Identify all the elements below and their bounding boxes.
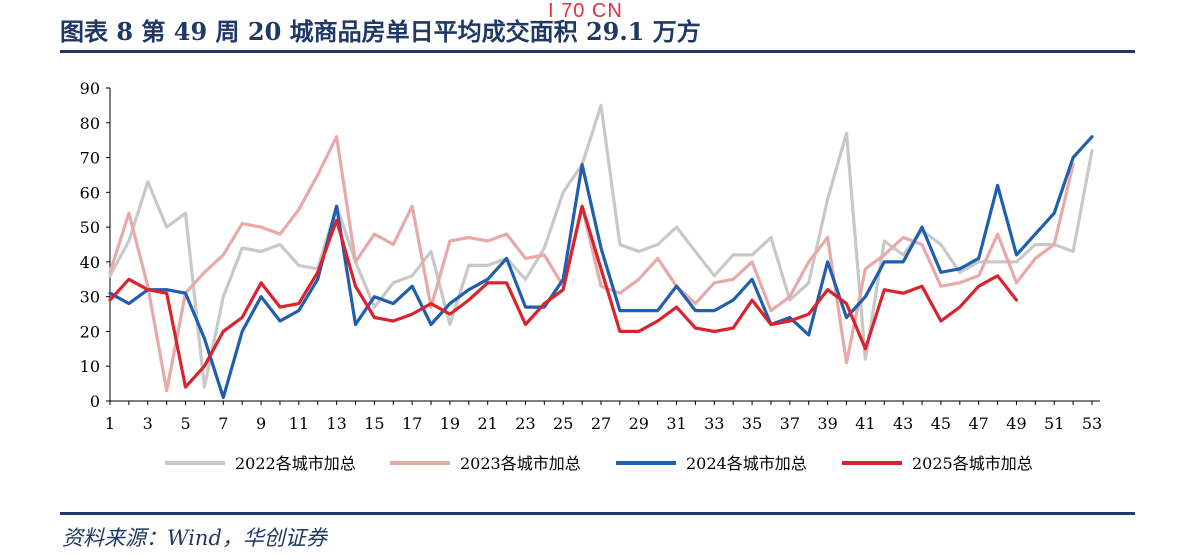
x-tick-label: 31: [666, 414, 686, 433]
y-tick-label: 80: [80, 114, 100, 133]
x-tick-label: 47: [969, 414, 989, 433]
x-tick-label: 9: [256, 414, 266, 433]
legend-label-3: 2024各城市加总: [686, 454, 807, 473]
x-tick-label: 43: [893, 414, 913, 433]
y-tick-label: 30: [80, 288, 100, 307]
chart-area: 0 10 20 30 40 50 60 70 80 90 1 3 5 7 9 11 13 15 17 19 21 23 25…: [60, 66, 1135, 506]
x-tick-label: 3: [143, 414, 153, 433]
legend-label-1: 2022各城市加总: [235, 454, 356, 473]
x-tick-label: 41: [855, 414, 875, 433]
x-tick-label: 17: [402, 414, 422, 433]
x-tick-label: 53: [1082, 414, 1102, 433]
y-tick-label: 90: [80, 79, 100, 98]
x-tick-label: 37: [780, 414, 800, 433]
x-tick-label: 39: [817, 414, 837, 433]
y-tick-label: 20: [80, 322, 100, 341]
x-tick-label: 35: [742, 414, 762, 433]
x-tick-label: 51: [1044, 414, 1064, 433]
x-tick-label: 29: [629, 414, 649, 433]
series-line-1: [108, 103, 1094, 389]
x-tick-label: 33: [704, 414, 724, 433]
y-tick-label: 70: [80, 149, 100, 168]
chart-title: 图表 8 第 49 周 20 城商品房单日平均成交面积 29.1 万方: [60, 17, 701, 46]
title-bar: 图表 8 第 49 周 20 城商品房单日平均成交面积 29.1 万方: [60, 8, 1135, 53]
x-tick-label: 15: [364, 414, 384, 433]
series-line-3: [108, 135, 1094, 400]
x-tick-label: 11: [289, 414, 309, 433]
x-tick-label: 19: [440, 414, 460, 433]
y-tick-label: 10: [80, 357, 100, 376]
x-tick-label: 23: [515, 414, 535, 433]
x-tick-label: 49: [1006, 414, 1026, 433]
legend-label-4: 2025各城市加总: [912, 454, 1033, 473]
x-tick-label: 45: [931, 414, 951, 433]
watermark: I 70 CN: [548, 0, 623, 22]
y-tick-label: 50: [80, 218, 100, 237]
x-tick-label: 7: [218, 414, 228, 433]
x-tick-label: 27: [591, 414, 611, 433]
series-line-2: [108, 135, 1075, 393]
x-tick-label: 13: [326, 414, 346, 433]
y-tick-label: 60: [80, 183, 100, 202]
x-tick-label: 25: [553, 414, 573, 433]
y-tick-label: 40: [80, 253, 100, 272]
x-tick-label: 1: [105, 414, 115, 433]
y-tick-label: 0: [90, 392, 100, 411]
footer-divider: [60, 512, 1135, 515]
series-line-4: [108, 204, 1019, 389]
x-tick-label: 5: [180, 414, 190, 433]
source-note: 资料来源：Wind，华创证券: [62, 526, 327, 550]
x-tick-label: 21: [478, 414, 498, 433]
legend-label-2: 2023各城市加总: [460, 454, 581, 473]
